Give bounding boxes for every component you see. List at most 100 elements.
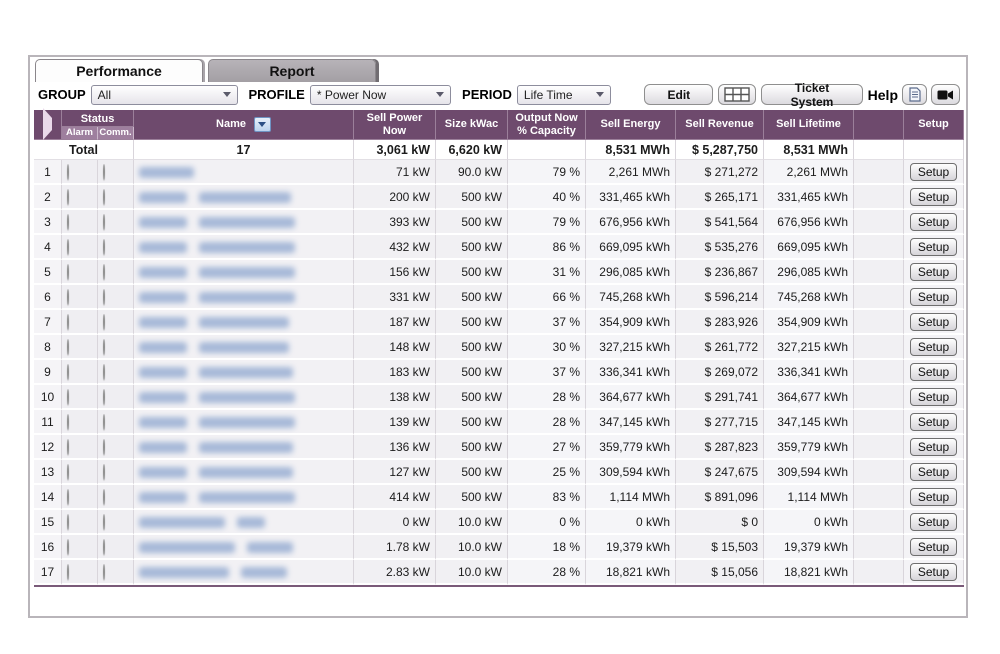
setup-button[interactable]: Setup: [909, 512, 958, 531]
tab-report[interactable]: Report: [208, 59, 376, 82]
sell-energy-cell: 669,095 kWh: [586, 235, 676, 261]
sell-lifetime-cell: 309,594 kWh: [764, 460, 854, 486]
name-sort-button[interactable]: [253, 117, 271, 133]
sell-lifetime-cell: 1,114 MWh: [764, 485, 854, 511]
comm-status-cell: [98, 235, 134, 261]
alarm-status-cell: [62, 260, 98, 286]
chevron-down-icon: [258, 122, 267, 128]
setup-cell: Setup: [904, 510, 964, 536]
redacted-name-text: [139, 442, 187, 454]
site-name-link[interactable]: [134, 185, 354, 211]
table-row: 5 156 kW 500 kW 31 % 296,085 kWh $ 236,8…: [34, 260, 964, 286]
setup-button[interactable]: Setup: [909, 387, 958, 406]
sell-revenue-cell: $ 15,056: [676, 560, 764, 586]
alarm-status-cell: [62, 560, 98, 586]
period-select-value: Life Time: [523, 87, 573, 102]
site-name-link[interactable]: [134, 510, 354, 536]
table-grid-icon: [724, 87, 751, 102]
redacted-name-text: [139, 317, 187, 329]
redacted-name-text: [237, 517, 265, 529]
setup-button[interactable]: Setup: [909, 412, 958, 431]
table-row: 8 148 kW 500 kW 30 % 327,215 kWh $ 261,7…: [34, 335, 964, 361]
site-name-link[interactable]: [134, 260, 354, 286]
comm-status-cell: [98, 510, 134, 536]
redacted-name-text: [199, 192, 291, 204]
tab-performance[interactable]: Performance: [35, 59, 203, 82]
table-row: 17 2.83 kW 10.0 kW 28 % 18,821 kWh $ 15,…: [34, 560, 964, 586]
setup-button[interactable]: Setup: [909, 212, 958, 231]
sell-energy-cell: 1,114 MWh: [586, 485, 676, 511]
site-name-link[interactable]: [134, 210, 354, 236]
row-number: 12: [34, 435, 62, 461]
comm-led-icon: [103, 513, 105, 530]
setup-button[interactable]: Setup: [909, 362, 958, 381]
total-output: [508, 140, 586, 161]
name-header[interactable]: Name: [134, 110, 354, 141]
site-name-link[interactable]: [134, 335, 354, 361]
alarm-status-cell: [62, 335, 98, 361]
ticket-system-button[interactable]: Ticket System: [761, 81, 863, 109]
setup-cell: Setup: [904, 485, 964, 511]
site-name-link[interactable]: [134, 385, 354, 411]
sell-lifetime-cell: 676,956 kWh: [764, 210, 854, 236]
group-select-value: All: [97, 87, 112, 102]
site-name-link[interactable]: [134, 535, 354, 561]
spacer-cell: [854, 460, 904, 486]
setup-cell: Setup: [904, 560, 964, 586]
setup-button[interactable]: Setup: [909, 537, 958, 556]
site-name-link[interactable]: [134, 160, 354, 186]
comm-led-icon: [103, 563, 105, 580]
alarm-led-icon: [67, 363, 69, 380]
comm-led-icon: [103, 288, 105, 305]
site-name-link[interactable]: [134, 285, 354, 311]
site-name-link[interactable]: [134, 460, 354, 486]
setup-button[interactable]: Setup: [909, 287, 958, 306]
spacer-cell: [854, 510, 904, 536]
setup-button[interactable]: Setup: [909, 187, 958, 206]
sell-energy-cell: 0 kWh: [586, 510, 676, 536]
alarm-led-icon: [67, 413, 69, 430]
setup-button[interactable]: Setup: [909, 262, 958, 281]
setup-button[interactable]: Setup: [909, 437, 958, 456]
group-select[interactable]: All: [90, 84, 238, 105]
total-sell-power: 3,061 kW: [354, 140, 436, 161]
comm-led-icon: [103, 488, 105, 505]
setup-button[interactable]: Setup: [909, 337, 958, 356]
comm-led-icon: [103, 338, 105, 355]
output-cell: 28 %: [508, 385, 586, 411]
site-name-link[interactable]: [134, 485, 354, 511]
comm-led-icon: [103, 538, 105, 555]
sell-lifetime-cell: 327,215 kWh: [764, 335, 854, 361]
edit-button[interactable]: Edit: [644, 84, 714, 105]
sell-power-cell: 183 kW: [354, 360, 436, 386]
site-name-link[interactable]: [134, 360, 354, 386]
grid-view-button[interactable]: [718, 84, 757, 105]
site-name-link[interactable]: [134, 435, 354, 461]
size-cell: 500 kW: [436, 260, 508, 286]
profile-select[interactable]: * Power Now: [309, 84, 452, 105]
period-select[interactable]: Life Time: [516, 84, 612, 105]
site-name-link[interactable]: [134, 410, 354, 436]
help-video-button[interactable]: [931, 84, 960, 105]
site-name-link[interactable]: [134, 235, 354, 261]
chevron-down-icon: [596, 92, 605, 97]
output-header: Output Now % Capacity: [508, 110, 586, 141]
setup-button[interactable]: Setup: [909, 487, 958, 506]
site-name-link[interactable]: [134, 310, 354, 336]
setup-button[interactable]: Setup: [909, 462, 958, 481]
setup-button[interactable]: Setup: [909, 162, 958, 181]
spacer-cell: [854, 210, 904, 236]
alarm-status-cell: [62, 410, 98, 436]
help-document-button[interactable]: [902, 84, 927, 105]
name-header-label: Name: [216, 118, 246, 131]
comm-status-cell: [98, 410, 134, 436]
setup-button[interactable]: Setup: [909, 312, 958, 331]
alarm-led-icon: [67, 538, 69, 555]
sell-energy-cell: 18,821 kWh: [586, 560, 676, 586]
setup-cell: Setup: [904, 335, 964, 361]
site-name-link[interactable]: [134, 560, 354, 586]
sell-revenue-cell: $ 0: [676, 510, 764, 536]
sell-power-cell: 156 kW: [354, 260, 436, 286]
setup-button[interactable]: Setup: [909, 562, 958, 581]
setup-button[interactable]: Setup: [909, 237, 958, 256]
